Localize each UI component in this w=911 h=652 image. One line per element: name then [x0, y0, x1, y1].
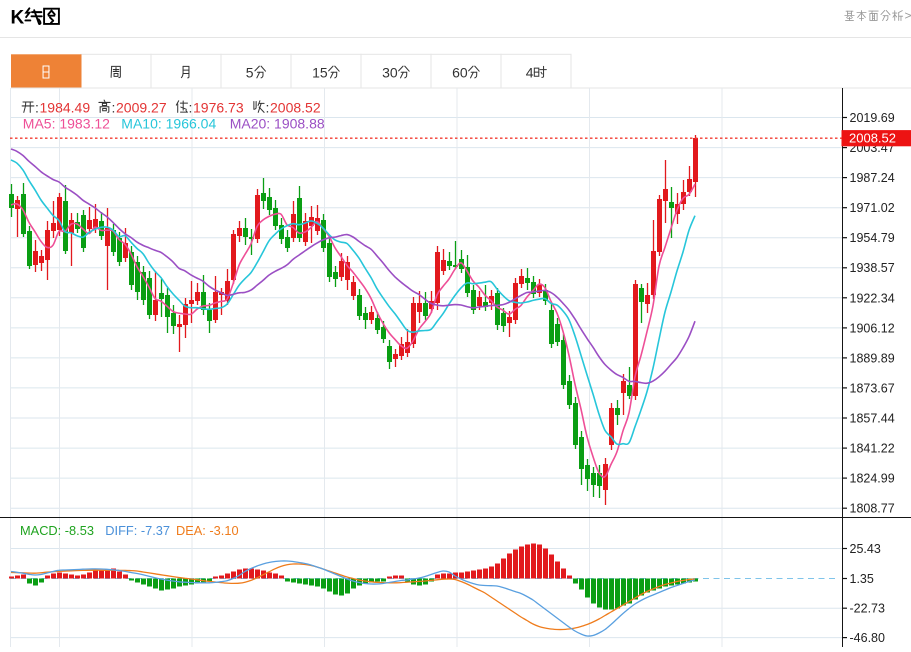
svg-text:1857.44: 1857.44 — [850, 412, 895, 426]
svg-text:1.35: 1.35 — [850, 572, 874, 586]
svg-text:>: > — [905, 9, 911, 23]
svg-text:1841.22: 1841.22 — [850, 442, 895, 456]
svg-text:-22.73: -22.73 — [850, 602, 885, 616]
svg-text:1971.02: 1971.02 — [850, 201, 895, 215]
svg-text::: : — [112, 100, 116, 116]
svg-text:2019.69: 2019.69 — [850, 111, 895, 125]
svg-text:MA10: 1966.04: MA10: 1966.04 — [121, 116, 216, 132]
svg-text:1954.79: 1954.79 — [850, 231, 895, 245]
svg-text::: : — [266, 100, 270, 116]
svg-text::: : — [189, 100, 193, 116]
svg-text:MA5: 1983.12: MA5: 1983.12 — [23, 116, 110, 132]
svg-text:1922.34: 1922.34 — [850, 291, 895, 305]
svg-text:60: 60 — [452, 64, 468, 80]
svg-text:1938.57: 1938.57 — [850, 261, 895, 275]
svg-text:1824.99: 1824.99 — [850, 472, 895, 486]
svg-text:K: K — [11, 8, 25, 29]
svg-text:-46.80: -46.80 — [850, 631, 885, 645]
svg-text:25.43: 25.43 — [850, 542, 881, 556]
svg-text:DIFF: -7.37: DIFF: -7.37 — [105, 523, 170, 538]
svg-text:2008.52: 2008.52 — [849, 131, 896, 146]
svg-text:4: 4 — [526, 64, 534, 80]
svg-text:1987.24: 1987.24 — [850, 171, 895, 185]
svg-text:DEA: -3.10: DEA: -3.10 — [176, 523, 239, 538]
svg-text:2008.52: 2008.52 — [270, 100, 321, 116]
svg-text:1906.12: 1906.12 — [850, 321, 895, 335]
svg-text:2009.27: 2009.27 — [116, 100, 167, 116]
svg-text:1808.77: 1808.77 — [850, 502, 895, 516]
svg-text:30: 30 — [382, 64, 398, 80]
svg-text:MACD: -8.53: MACD: -8.53 — [20, 523, 94, 538]
svg-text:5: 5 — [246, 64, 254, 80]
svg-text:MA20: 1908.88: MA20: 1908.88 — [230, 116, 325, 132]
svg-text:1976.73: 1976.73 — [193, 100, 244, 116]
svg-text::: : — [35, 100, 39, 116]
svg-text:1984.49: 1984.49 — [40, 100, 91, 116]
svg-text:15: 15 — [312, 64, 328, 80]
svg-text:1889.89: 1889.89 — [850, 351, 895, 365]
svg-text:1873.67: 1873.67 — [850, 381, 895, 395]
